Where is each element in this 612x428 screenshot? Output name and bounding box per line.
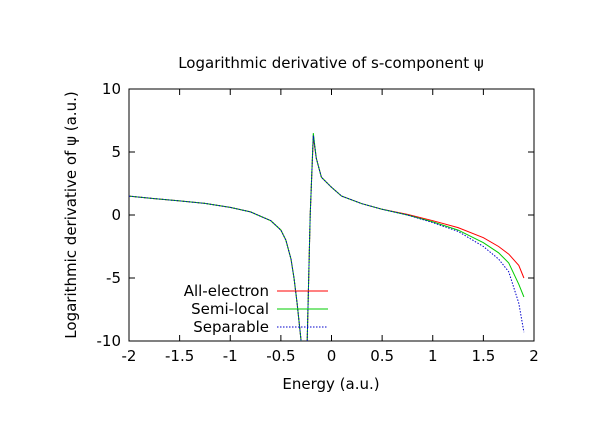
series-line-2-segment-2: [306, 133, 525, 342]
series-group: [128, 133, 525, 342]
x-tick-label: 2: [529, 347, 539, 365]
y-tick-label: 5: [111, 143, 121, 161]
y-axis-label: Logarithmic derivative of ψ (a.u.): [62, 91, 80, 338]
chart-title: Logarithmic derivative of s-component ψ: [178, 54, 484, 72]
legend-label: All-electron: [184, 282, 269, 300]
x-tick-label: -2: [122, 347, 137, 365]
plot-frame: [128, 88, 535, 342]
y-tick-label: 0: [111, 206, 121, 224]
x-tick-label: -1: [223, 347, 238, 365]
x-tick-label: -1.5: [165, 347, 194, 365]
x-tick-label: 1: [428, 347, 438, 365]
x-tick-label: 1.5: [471, 347, 495, 365]
series-line-3-segment-2: [306, 135, 525, 342]
y-tick-label: -5: [106, 269, 121, 287]
x-tick-label: 0.5: [370, 347, 394, 365]
x-tick-label: 0: [327, 347, 337, 365]
y-tick-label: 10: [102, 80, 121, 98]
legend-label: Separable: [193, 318, 269, 336]
legend-label: Semi-local: [191, 300, 269, 318]
series-line-3-segment-1: [128, 195, 302, 342]
x-axis-label: Energy (a.u.): [282, 375, 379, 393]
axis-ticks: -2 -1.5 -1 -0.5 0 0.5 1 1.5 2 -10 -5 0 5 10: [97, 80, 539, 365]
x-tick-label: -0.5: [266, 347, 295, 365]
y-tick-label: -10: [97, 332, 122, 350]
series-line-1-segment-2: [306, 136, 525, 342]
